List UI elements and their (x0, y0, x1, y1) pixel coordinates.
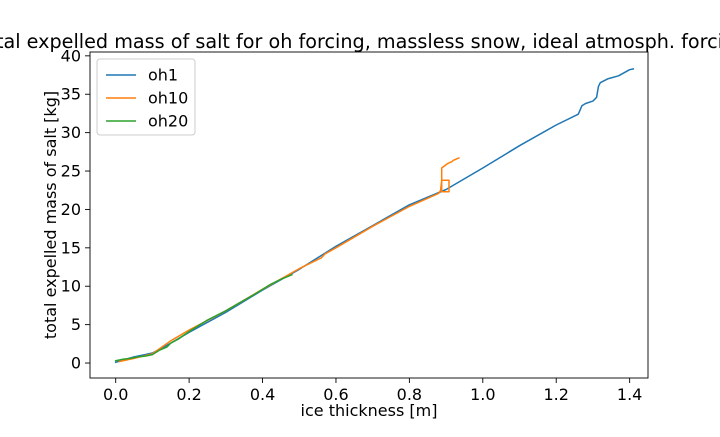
x-tick-label: 1.2 (543, 385, 568, 404)
y-tick-label: 35 (61, 85, 81, 104)
y-tick-label: 15 (61, 238, 81, 257)
chart-title: total expelled mass of salt for oh forci… (0, 30, 720, 53)
x-tick-label: 1.4 (617, 385, 642, 404)
legend-box (96, 58, 196, 136)
x-tick-label: 0.2 (176, 385, 201, 404)
x-axis-label: ice thickness [m] (301, 401, 438, 420)
y-axis: 0 5 10 15 20 25 30 35 40 (61, 46, 90, 373)
legend-label-oh1: oh1 (148, 66, 178, 85)
x-tick-label: 1.0 (470, 385, 495, 404)
y-axis-label: total expelled mass of salt [kg] (41, 91, 60, 339)
plot-lines (114, 68, 635, 364)
y-tick-label: 25 (61, 162, 81, 181)
x-tick-label: 0.4 (250, 385, 275, 404)
y-tick-label: 0 (71, 354, 81, 373)
y-tick-label: 40 (61, 46, 81, 65)
series-line-oh20 (114, 273, 293, 362)
y-tick-label: 20 (61, 200, 81, 219)
series-line-oh10 (118, 157, 460, 363)
x-tick-label: 0.6 (323, 385, 348, 404)
y-tick-label: 5 (71, 315, 81, 334)
legend: oh1 oh10 oh20 (96, 58, 196, 136)
plot-frame (89, 51, 649, 379)
x-tick-label: 0.8 (397, 385, 422, 404)
legend-label-oh20: oh20 (148, 112, 188, 131)
y-tick-label: 30 (61, 123, 81, 142)
x-tick-label: 0.0 (103, 385, 128, 404)
x-axis: 0.0 0.2 0.4 0.6 0.8 1.0 1.2 1.4 (103, 378, 642, 404)
legend-label-oh10: oh10 (148, 89, 188, 108)
y-tick-label: 10 (61, 277, 81, 296)
